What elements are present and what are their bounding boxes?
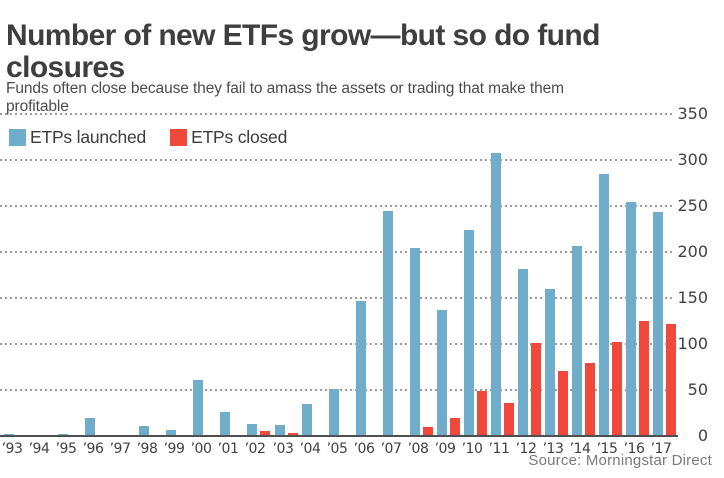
y-tick-150: 150 [677,288,708,307]
gridline-200 [0,251,673,253]
bar-launched-04 [302,404,312,435]
y-tick-200: 200 [677,242,708,261]
page-title: Number of new ETFs grow—but so do fund c… [6,19,600,84]
bar-closed-02 [260,431,270,435]
bar-launched-12 [518,269,528,435]
bar-closed-16 [639,321,649,435]
x-tick-17: ’17 [650,441,672,457]
bar-launched-98 [139,426,149,435]
x-tick-00: ’00 [190,441,212,457]
x-tick-96: ’96 [82,441,104,457]
bar-closed-15 [612,342,622,435]
bar-closed-13 [558,371,568,435]
bar-closed-08 [423,427,433,435]
bar-launched-96 [85,418,95,435]
y-tick-250: 250 [677,196,708,215]
y-tick-350: 350 [677,104,708,123]
x-tick-14: ’14 [569,441,591,457]
bar-closed-14 [585,363,595,435]
bar-launched-17 [653,212,663,435]
x-tick-12: ’12 [515,441,537,457]
chart-subtitle: Funds often close because they fail to a… [6,79,564,115]
x-tick-99: ’99 [163,441,185,457]
x-tick-03: ’03 [272,441,294,457]
y-tick-300: 300 [677,150,708,169]
x-tick-11: ’11 [488,441,510,457]
bar-launched-13 [545,289,555,435]
bar-launched-03 [275,425,285,435]
x-axis-line [0,435,678,437]
x-tick-02: ’02 [244,441,266,457]
bar-closed-12 [531,343,541,435]
x-tick-07: ’07 [380,441,402,457]
x-tick-93: ’93 [1,441,23,457]
chart-legend: ETPs launched ETPs closed [9,127,287,148]
bar-launched-08 [410,248,420,435]
plot-area [0,113,678,437]
y-tick-0: 0 [697,426,708,445]
y-tick-100: 100 [677,334,708,353]
bar-launched-09 [437,310,447,435]
bar-closed-11 [504,403,514,435]
bar-launched-06 [356,301,366,435]
launched-swatch-icon [9,129,26,146]
bar-launched-05 [329,389,339,435]
gridline-150 [0,297,673,299]
bar-closed-10 [477,391,487,435]
x-tick-08: ’08 [407,441,429,457]
legend-label: ETPs launched [30,127,147,147]
x-tick-09: ’09 [434,441,456,457]
x-tick-95: ’95 [55,441,77,457]
bar-launched-07 [383,211,393,435]
bar-launched-11 [491,153,501,435]
bar-launched-10 [464,230,474,435]
bar-launched-02 [247,424,257,435]
bar-launched-15 [599,174,609,435]
x-tick-06: ’06 [353,441,375,457]
x-tick-04: ’04 [299,441,321,457]
legend-item-closed: ETPs closed [170,127,287,148]
bar-launched-01 [220,412,230,435]
gridline-250 [0,205,673,207]
bar-launched-16 [626,202,636,435]
x-tick-97: ’97 [109,441,131,457]
bar-launched-14 [572,246,582,435]
gridline-350 [0,113,673,115]
bar-closed-03 [288,433,298,435]
bar-launched-93 [4,434,14,435]
bar-launched-00 [193,380,203,435]
x-tick-94: ’94 [28,441,50,457]
x-tick-98: ’98 [136,441,158,457]
gridline-100 [0,343,673,345]
bar-closed-17 [666,324,676,435]
x-tick-16: ’16 [623,441,645,457]
source-attribution: Source: Morningstar Direct [528,452,712,469]
bar-launched-95 [58,434,68,435]
y-tick-50: 50 [687,380,708,399]
legend-label: ETPs closed [191,127,288,147]
x-tick-01: ’01 [217,441,239,457]
x-tick-10: ’10 [461,441,483,457]
closed-swatch-icon [170,129,188,146]
x-tick-13: ’13 [542,441,564,457]
bar-closed-09 [450,418,460,435]
bar-launched-99 [166,430,176,435]
x-tick-05: ’05 [326,441,348,457]
gridline-300 [0,159,673,161]
x-tick-15: ’15 [596,441,618,457]
legend-item-launched: ETPs launched [9,127,146,148]
